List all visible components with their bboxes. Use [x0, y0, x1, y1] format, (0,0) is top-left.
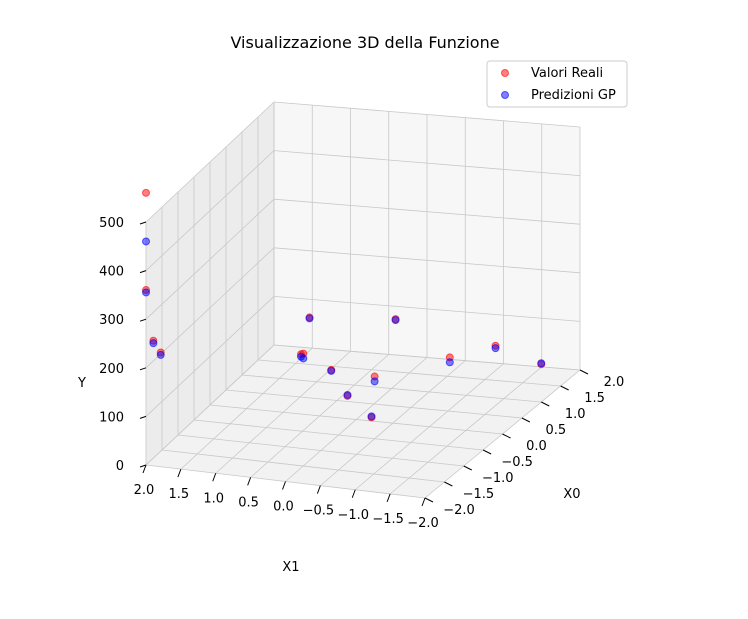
- grid-line-y: [145, 101, 275, 223]
- x0-tick-label: 1.0: [565, 407, 586, 422]
- y-tick-mark: [139, 464, 147, 468]
- grid-line-y: [145, 150, 275, 271]
- x0-tick-mark: [560, 385, 569, 391]
- point-predizioni-gp: [299, 354, 308, 363]
- point-predizioni-gp: [305, 314, 314, 323]
- point-predizioni-gp: [327, 366, 336, 375]
- grid-line-y: [145, 247, 275, 369]
- legend-marker-predizioni-gp: [501, 91, 509, 99]
- x0-tick-label: −1.5: [463, 487, 495, 502]
- x1-tick-mark: [247, 477, 252, 486]
- x0-tick-mark: [541, 401, 550, 407]
- grid-line-y-back: [273, 344, 581, 371]
- point-predizioni-gp: [370, 377, 379, 386]
- grid-line-y-back: [273, 198, 581, 225]
- x0-tick-label: 0.0: [526, 439, 547, 454]
- x1-tick-label: −0.5: [303, 504, 335, 519]
- y-axis-label: X1: [282, 560, 299, 575]
- y-tick-label: 200: [99, 362, 124, 377]
- x1-tick-label: −2.0: [407, 516, 439, 531]
- x1-tick-mark: [386, 493, 391, 503]
- x1-tick-label: 2.0: [134, 483, 155, 498]
- x1-tick-label: 1.0: [203, 491, 224, 506]
- point-predizioni-gp: [445, 358, 454, 367]
- grid-line-x1: [285, 357, 428, 482]
- point-predizioni-gp: [367, 412, 376, 421]
- x0-tick-label: 1.5: [584, 391, 605, 406]
- tick-marks: −2.0−1.5−1.0−0.50.00.51.01.52.02.0 1.5 1.0…: [99, 216, 624, 531]
- x0-tick-mark: [444, 481, 453, 487]
- grid-line-y: [145, 296, 275, 417]
- grid-line-y-back: [273, 150, 581, 176]
- x0-tick-label: −0.5: [501, 455, 533, 470]
- grid-line-y: [145, 198, 275, 320]
- floor-pane: [146, 345, 580, 498]
- y-tick-label: 400: [99, 265, 124, 280]
- grid-line-x0: [257, 359, 561, 387]
- grid-line-y-back: [273, 296, 581, 322]
- point-predizioni-gp: [156, 350, 165, 359]
- point-predizioni-gp: [142, 237, 150, 246]
- x1-tick-mark: [212, 473, 217, 482]
- y-tick-mark: [139, 221, 147, 225]
- x1-tick-label: −1.0: [337, 508, 369, 523]
- x1-tick-label: −1.5: [372, 512, 404, 527]
- y-tick-label: 300: [99, 313, 124, 328]
- x1-tick-mark: [177, 468, 182, 478]
- x1-tick-mark: [282, 481, 286, 490]
- point-valori-reali: [142, 188, 150, 197]
- x0-tick-label: 2.0: [604, 375, 625, 390]
- legend-marker-valori-reali: [501, 69, 509, 77]
- grid-line-y-back: [273, 247, 581, 274]
- y-tick-mark: [139, 270, 147, 274]
- x1-tick-mark: [351, 489, 356, 498]
- x0-tick-mark: [579, 369, 589, 375]
- x1-tick-label: 0.5: [238, 495, 259, 510]
- legend-label-valori-reali: Valori Reali: [531, 66, 603, 81]
- x-axis-label: X0: [563, 487, 580, 502]
- y-tick-label: 500: [99, 216, 124, 231]
- point-predizioni-gp: [537, 359, 546, 368]
- x1-tick-mark: [421, 497, 426, 507]
- chart-title: Visualizzazione 3D della Funzione: [230, 33, 499, 52]
- legend-box: [486, 60, 628, 108]
- x0-tick-mark: [521, 417, 531, 423]
- y-tick-mark: [139, 415, 147, 419]
- z-axis-label: Y: [77, 376, 86, 391]
- grid-line-x1: [250, 354, 390, 478]
- point-predizioni-gp: [391, 316, 400, 325]
- legend-label-predizioni-gp: Predizioni GP: [531, 88, 616, 103]
- x0-tick-mark: [482, 449, 492, 455]
- x0-tick-mark: [502, 433, 511, 439]
- y-tick-mark: [139, 367, 147, 371]
- x1-tick-mark: [142, 464, 147, 474]
- x1-tick-label: 0.0: [273, 500, 294, 515]
- x1-tick-mark: [316, 485, 321, 494]
- point-predizioni-gp: [142, 288, 150, 297]
- point-predizioni-gp: [149, 339, 158, 348]
- grid-line-y: [145, 344, 275, 466]
- x0-tick-label: 0.5: [546, 423, 567, 438]
- point-predizioni-gp: [343, 390, 352, 399]
- x0-tick-label: −2.0: [443, 503, 475, 518]
- grid-line-x0: [241, 374, 542, 403]
- y-tick-mark: [139, 318, 147, 322]
- x0-tick-mark: [463, 465, 472, 471]
- grid-line-x0: [225, 389, 522, 419]
- grid-line-x1: [180, 347, 313, 470]
- legend: Valori Reali Predizioni GP: [486, 60, 628, 108]
- y-tick-label: 0: [116, 459, 124, 474]
- point-predizioni-gp: [491, 344, 500, 353]
- grid-line-y-back: [273, 101, 581, 128]
- x0-tick-label: −1.0: [482, 471, 514, 486]
- data-points: [142, 188, 546, 422]
- y-tick-label: 100: [99, 410, 124, 425]
- x0-tick-mark: [424, 497, 434, 503]
- x1-tick-label: 1.5: [169, 487, 190, 502]
